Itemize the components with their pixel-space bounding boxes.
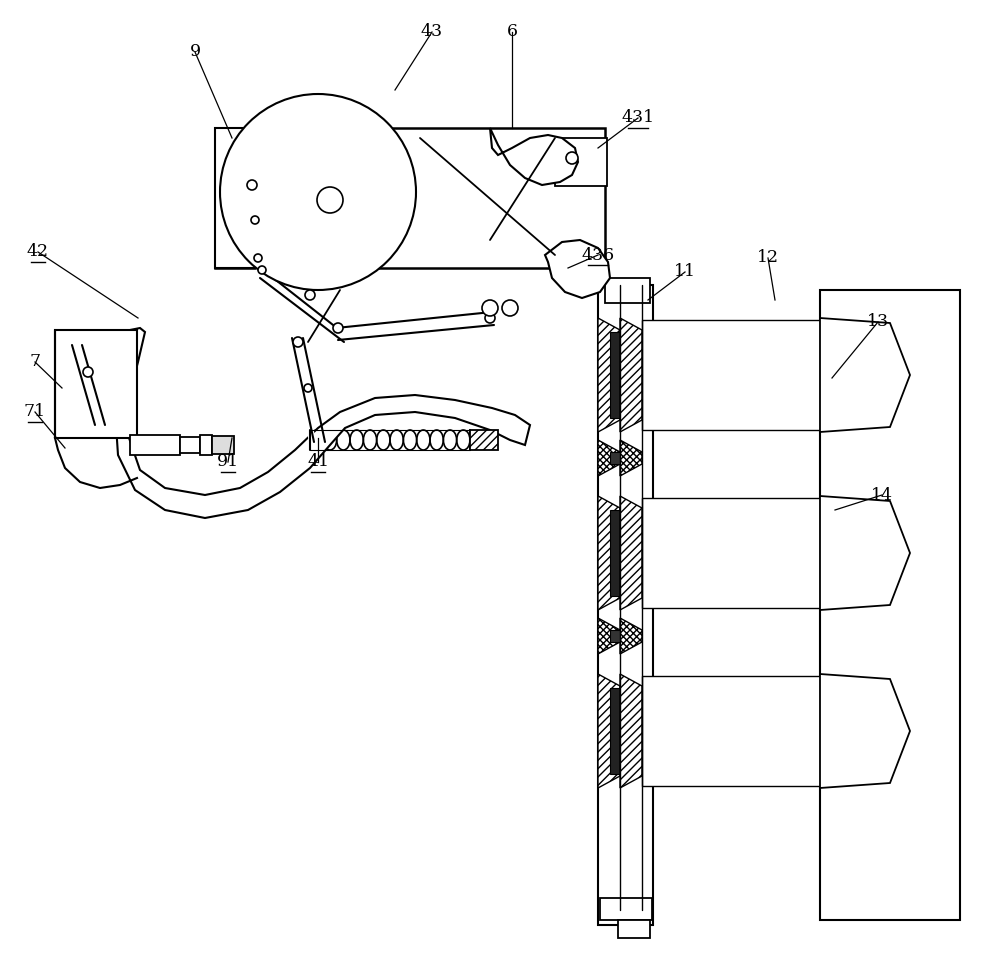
Bar bbox=[610, 332, 620, 418]
Circle shape bbox=[220, 94, 416, 290]
Bar bbox=[200, 435, 212, 455]
Bar bbox=[610, 688, 620, 774]
Circle shape bbox=[333, 323, 343, 333]
Circle shape bbox=[317, 187, 343, 213]
Polygon shape bbox=[490, 128, 578, 185]
Bar bbox=[642, 676, 820, 786]
Text: 6: 6 bbox=[507, 23, 518, 41]
Bar bbox=[642, 498, 820, 608]
Circle shape bbox=[83, 367, 93, 377]
Text: 431: 431 bbox=[621, 109, 655, 126]
Bar bbox=[642, 320, 820, 430]
Bar bbox=[215, 128, 605, 268]
Bar bbox=[212, 436, 234, 454]
Polygon shape bbox=[820, 496, 910, 610]
Text: 43: 43 bbox=[421, 23, 443, 41]
Circle shape bbox=[305, 290, 315, 300]
Circle shape bbox=[258, 266, 266, 274]
Polygon shape bbox=[598, 618, 620, 654]
Text: 436: 436 bbox=[581, 246, 615, 263]
Bar bbox=[600, 898, 652, 920]
Bar bbox=[555, 138, 607, 186]
Bar bbox=[610, 630, 620, 642]
Text: 71: 71 bbox=[24, 403, 46, 421]
Bar bbox=[130, 435, 180, 455]
Circle shape bbox=[485, 313, 495, 323]
Text: 41: 41 bbox=[307, 454, 329, 471]
Polygon shape bbox=[820, 318, 910, 432]
Bar bbox=[820, 290, 960, 920]
Polygon shape bbox=[620, 318, 642, 432]
Circle shape bbox=[293, 337, 303, 347]
Circle shape bbox=[566, 152, 578, 164]
Text: 7: 7 bbox=[29, 353, 41, 371]
Bar bbox=[605, 278, 650, 303]
Polygon shape bbox=[598, 496, 620, 610]
Polygon shape bbox=[115, 328, 530, 518]
Circle shape bbox=[304, 384, 312, 392]
Bar bbox=[598, 285, 653, 925]
Polygon shape bbox=[620, 674, 642, 788]
Polygon shape bbox=[820, 674, 910, 788]
Text: 12: 12 bbox=[757, 250, 779, 266]
Bar bbox=[610, 510, 620, 596]
Polygon shape bbox=[598, 674, 620, 788]
Text: 11: 11 bbox=[674, 263, 696, 281]
Text: 91: 91 bbox=[217, 454, 239, 471]
Bar bbox=[470, 430, 498, 450]
Text: 13: 13 bbox=[867, 314, 889, 330]
Bar bbox=[55, 330, 137, 438]
Text: 42: 42 bbox=[27, 243, 49, 261]
Polygon shape bbox=[620, 496, 642, 610]
Bar bbox=[618, 920, 650, 938]
Bar bbox=[215, 128, 307, 268]
Bar bbox=[180, 437, 200, 453]
Polygon shape bbox=[598, 318, 620, 432]
Circle shape bbox=[247, 180, 257, 190]
Polygon shape bbox=[598, 440, 620, 476]
Polygon shape bbox=[620, 618, 642, 654]
Polygon shape bbox=[545, 240, 610, 298]
Text: 9: 9 bbox=[189, 43, 201, 61]
Polygon shape bbox=[620, 440, 642, 476]
Circle shape bbox=[482, 300, 498, 316]
Bar bbox=[610, 452, 620, 464]
Circle shape bbox=[254, 254, 262, 262]
Circle shape bbox=[251, 216, 259, 224]
Circle shape bbox=[502, 300, 518, 316]
Text: 14: 14 bbox=[871, 486, 893, 504]
